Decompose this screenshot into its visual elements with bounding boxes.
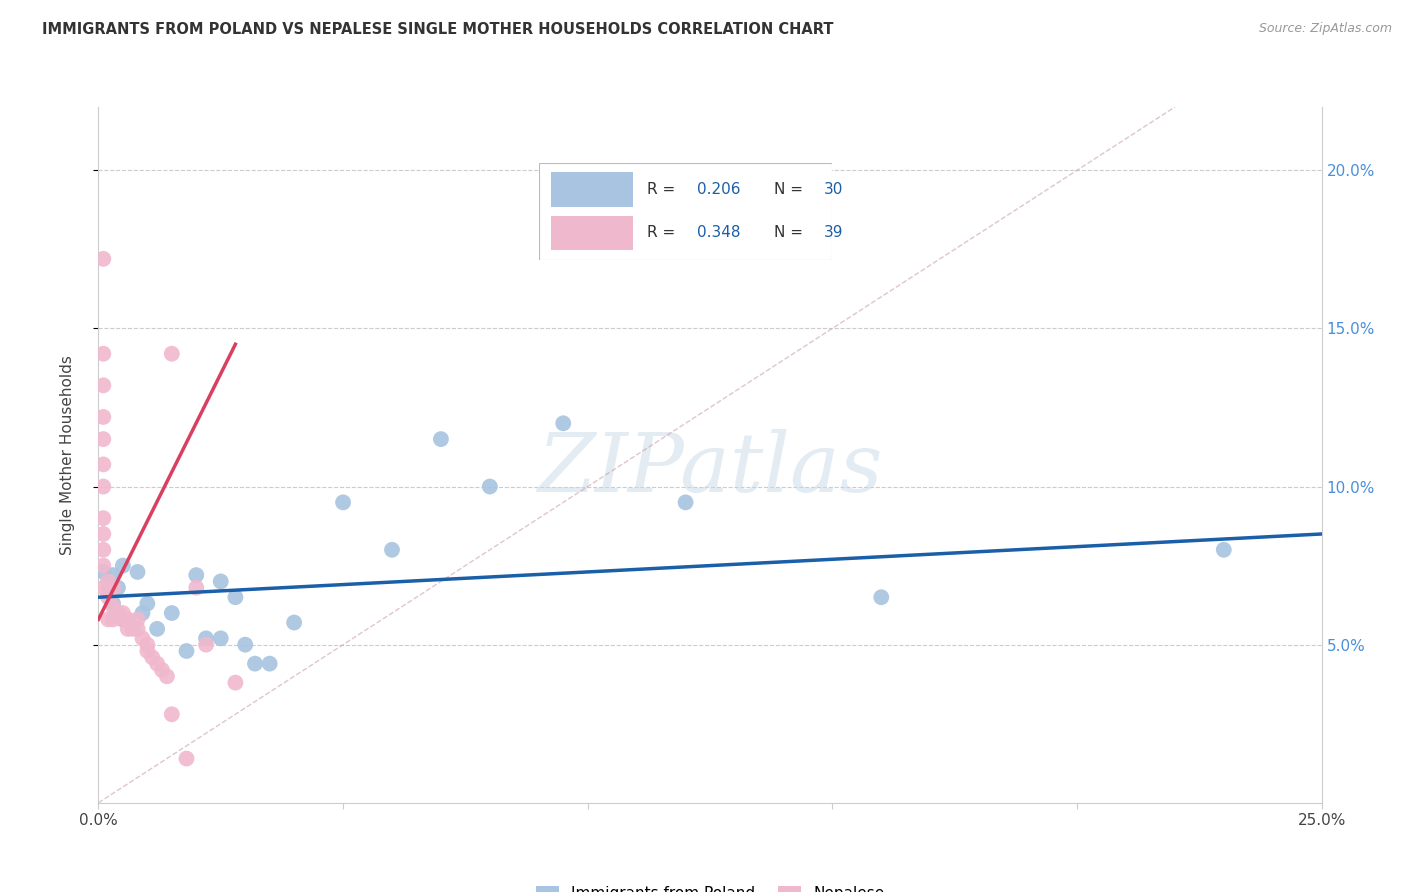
Point	[121, 622, 143, 636]
Point	[91, 378, 114, 392]
Point	[91, 432, 114, 446]
Point	[97, 574, 120, 589]
Point	[97, 612, 120, 626]
Point	[101, 599, 124, 614]
Point	[91, 479, 114, 493]
Point	[146, 657, 169, 671]
Point	[332, 495, 354, 509]
Point	[243, 657, 266, 671]
Point	[176, 751, 198, 765]
Point	[156, 669, 179, 683]
Point	[131, 606, 153, 620]
Point	[97, 591, 120, 605]
Point	[553, 417, 575, 431]
Bar	[551, 216, 633, 251]
Point	[430, 432, 453, 446]
Point	[224, 591, 246, 605]
Point	[91, 458, 114, 472]
Text: 39: 39	[824, 226, 844, 240]
Point	[136, 597, 159, 611]
Point	[91, 252, 114, 266]
Point	[91, 581, 114, 595]
Point	[111, 606, 134, 620]
Point	[233, 638, 256, 652]
Bar	[551, 172, 633, 207]
Point	[176, 644, 198, 658]
Text: R =: R =	[647, 226, 681, 240]
Point	[91, 409, 114, 424]
Point	[160, 707, 183, 722]
Point	[870, 591, 893, 605]
Point	[127, 622, 149, 636]
Point	[146, 622, 169, 636]
Point	[111, 612, 134, 626]
Point	[209, 574, 232, 589]
Point	[478, 479, 501, 493]
Point	[101, 581, 124, 595]
Point	[150, 663, 173, 677]
Text: 0.348: 0.348	[697, 226, 741, 240]
Point	[101, 597, 124, 611]
Y-axis label: Single Mother Households: Single Mother Households	[60, 355, 75, 555]
Point	[381, 542, 404, 557]
Text: IMMIGRANTS FROM POLAND VS NEPALESE SINGLE MOTHER HOUSEHOLDS CORRELATION CHART: IMMIGRANTS FROM POLAND VS NEPALESE SINGL…	[42, 22, 834, 37]
Text: N =: N =	[773, 226, 807, 240]
Point	[91, 542, 114, 557]
Point	[259, 657, 281, 671]
Text: 0.206: 0.206	[697, 183, 741, 197]
Point	[127, 612, 149, 626]
Text: ZIPatlas: ZIPatlas	[537, 429, 883, 508]
Legend: Immigrants from Poland, Nepalese: Immigrants from Poland, Nepalese	[530, 880, 890, 892]
Point	[1212, 542, 1234, 557]
Point	[136, 644, 159, 658]
Point	[283, 615, 305, 630]
Point	[141, 650, 163, 665]
Point	[127, 565, 149, 579]
Point	[160, 606, 183, 620]
Point	[131, 632, 153, 646]
Point	[107, 581, 129, 595]
Point	[97, 581, 120, 595]
Point	[91, 347, 114, 361]
Point	[91, 565, 114, 579]
Point	[195, 638, 218, 652]
Point	[209, 632, 232, 646]
Point	[195, 632, 218, 646]
Point	[111, 612, 134, 626]
Text: 30: 30	[824, 183, 844, 197]
Point	[117, 622, 139, 636]
Point	[117, 612, 139, 626]
Point	[111, 558, 134, 573]
Point	[186, 568, 208, 582]
Text: Source: ZipAtlas.com: Source: ZipAtlas.com	[1258, 22, 1392, 36]
Point	[675, 495, 697, 509]
Point	[160, 347, 183, 361]
Text: N =: N =	[773, 183, 807, 197]
Point	[186, 581, 208, 595]
Text: R =: R =	[647, 183, 681, 197]
Point	[107, 606, 129, 620]
Point	[224, 675, 246, 690]
Point	[91, 511, 114, 525]
Point	[101, 568, 124, 582]
Point	[136, 638, 159, 652]
Point	[101, 612, 124, 626]
Point	[91, 558, 114, 573]
Point	[91, 527, 114, 541]
